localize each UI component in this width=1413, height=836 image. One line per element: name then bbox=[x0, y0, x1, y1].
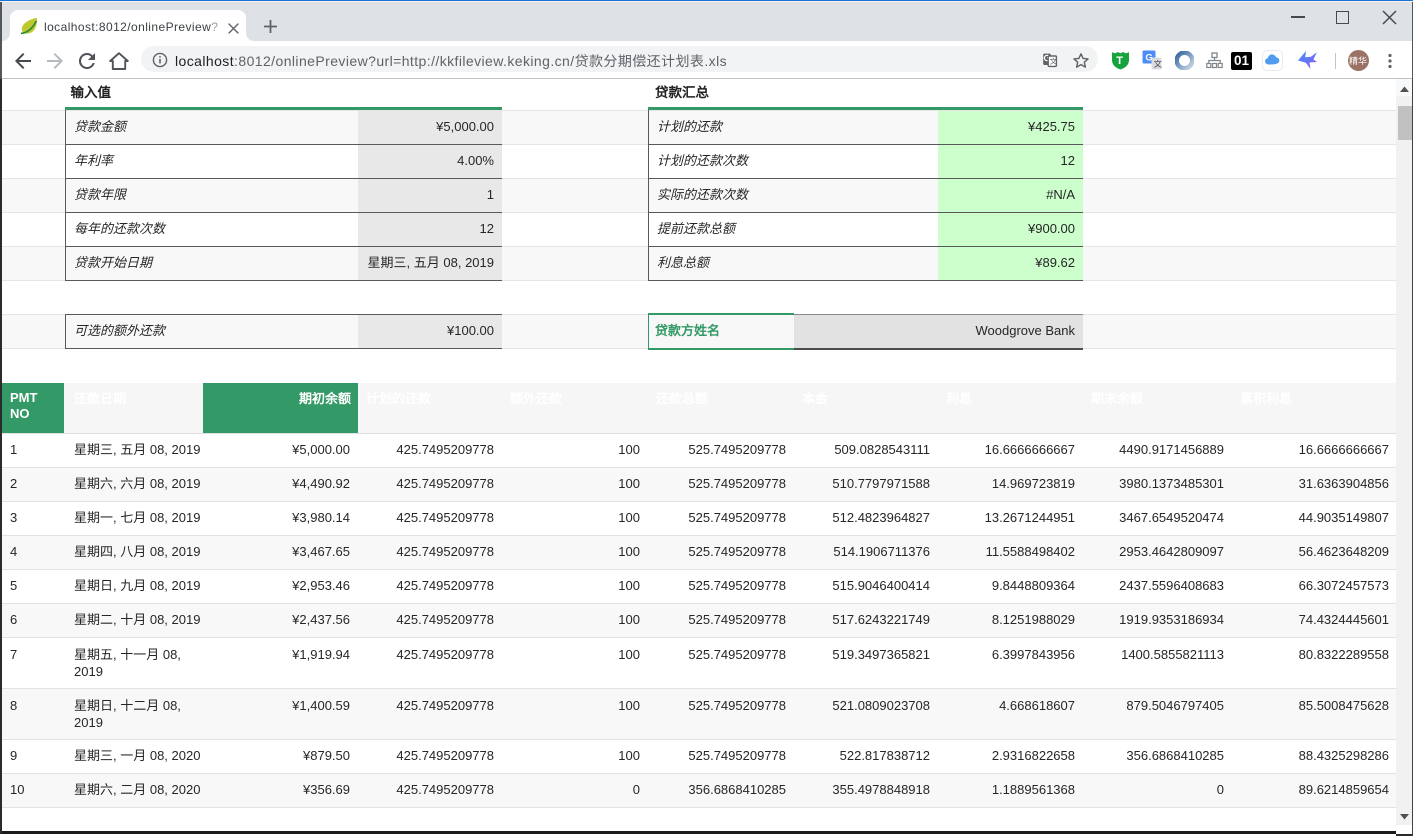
svg-text:文: 文 bbox=[1154, 58, 1163, 70]
svg-text:T: T bbox=[1116, 55, 1123, 67]
svg-text:G: G bbox=[1145, 53, 1152, 64]
svg-text:文: 文 bbox=[1050, 56, 1058, 67]
